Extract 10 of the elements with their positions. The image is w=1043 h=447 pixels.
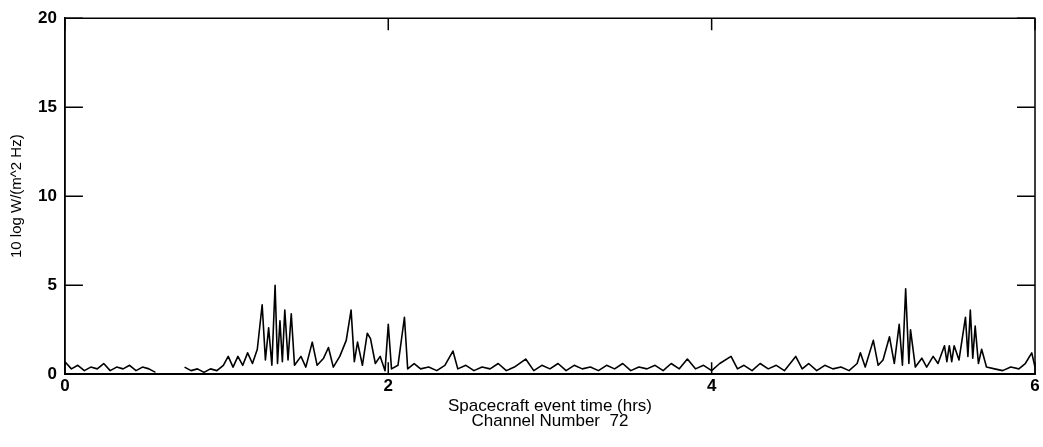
y-tick-label: 10	[37, 185, 57, 205]
y-tick-label: 15	[37, 96, 57, 116]
x-tick-label: 6	[1030, 376, 1040, 396]
x-tick-label: 2	[383, 376, 394, 396]
x-tick-label: 4	[706, 376, 717, 396]
y-axis-title: 10 log W/(m^2 Hz)	[7, 134, 25, 259]
y-tick-label: 0	[47, 363, 57, 383]
y-tick-label: 5	[47, 274, 57, 294]
x-tick-label: 0	[60, 376, 70, 396]
y-tick-label: 20	[37, 7, 57, 27]
